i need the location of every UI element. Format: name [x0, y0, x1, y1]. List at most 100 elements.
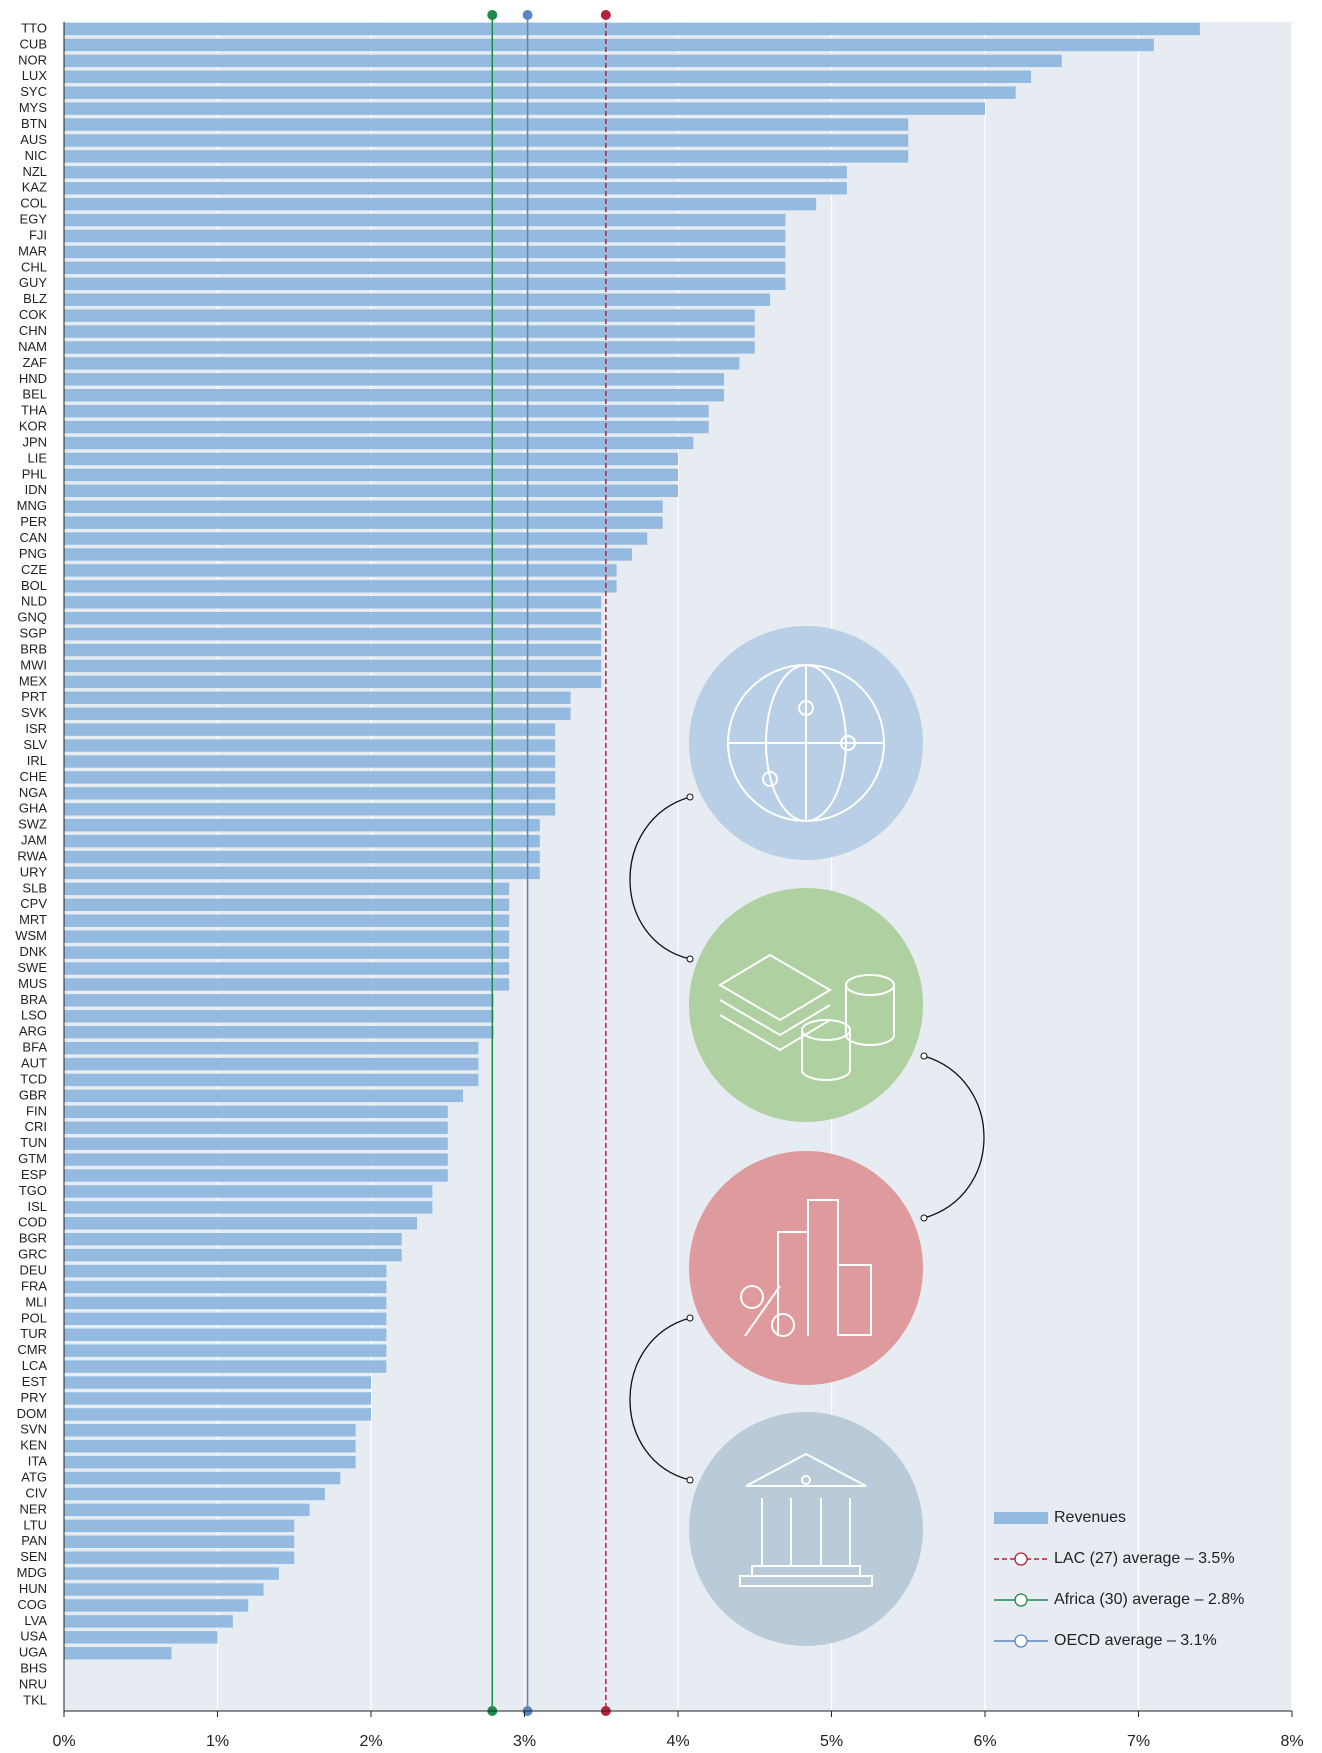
bar — [64, 1105, 448, 1119]
bar — [64, 261, 786, 275]
bar — [64, 627, 602, 641]
y-tick-label: LVA — [24, 1613, 47, 1628]
y-tick-label: THA — [21, 403, 47, 418]
y-tick-label: URY — [20, 864, 48, 879]
bar — [64, 1312, 387, 1326]
bar — [64, 818, 540, 832]
bar — [64, 1344, 387, 1357]
y-tick-label: GTM — [18, 1151, 47, 1166]
legend-label: Africa (30) average – 2.8% — [1054, 1591, 1244, 1608]
y-tick-label: ATG — [21, 1470, 47, 1485]
x-tick-label: 6% — [973, 1733, 996, 1750]
y-tick-label: JPN — [22, 434, 47, 449]
y-tick-label: BOL — [21, 578, 47, 593]
y-tick-label: MDG — [17, 1565, 47, 1580]
bar — [64, 357, 740, 370]
bar — [64, 803, 556, 816]
y-tick-label: GBR — [19, 1087, 47, 1102]
y-tick-label: SLV — [23, 737, 47, 752]
bar — [64, 166, 847, 179]
y-tick-label: POL — [21, 1310, 47, 1325]
bar — [64, 1631, 218, 1644]
bar — [64, 1280, 387, 1294]
y-tick-label: CUB — [20, 36, 47, 51]
bar — [64, 1455, 356, 1469]
bar — [64, 707, 571, 720]
y-tick-label: USA — [20, 1629, 47, 1644]
reference-marker — [487, 10, 498, 20]
y-tick-label: UGA — [19, 1645, 48, 1660]
y-tick-label: AUS — [20, 132, 47, 147]
bar — [64, 70, 1032, 83]
bar — [64, 850, 540, 864]
y-tick-label: NOR — [18, 52, 47, 67]
y-tick-label: NAM — [18, 339, 47, 354]
y-tick-label: DOM — [17, 1406, 47, 1421]
bar — [64, 930, 510, 943]
bar — [64, 1551, 295, 1564]
bar — [64, 150, 909, 163]
y-tick-label: HUN — [19, 1581, 47, 1596]
y-tick-label: CHN — [19, 323, 47, 338]
y-tick-label: DNK — [20, 944, 48, 959]
bar — [64, 1567, 279, 1580]
y-tick-label: MLI — [25, 1294, 47, 1309]
y-tick-label: SVK — [21, 705, 47, 720]
y-tick-label: NIC — [25, 148, 47, 163]
y-tick-label: HND — [19, 371, 47, 386]
bar — [64, 643, 602, 657]
bar — [64, 1089, 464, 1103]
bar — [64, 611, 602, 625]
bar — [64, 978, 510, 991]
bar — [64, 1615, 233, 1628]
x-tick-label: 8% — [1280, 1733, 1303, 1750]
y-tick-label: ISR — [25, 721, 47, 736]
bar — [64, 564, 617, 577]
bar — [64, 452, 678, 466]
y-tick-label: GHA — [19, 801, 48, 816]
bar — [64, 787, 556, 800]
bar — [64, 1647, 172, 1660]
y-tick-label: KOR — [19, 419, 47, 434]
y-tick-label: JAM — [21, 833, 47, 848]
y-tick-label: IRL — [27, 753, 47, 768]
bar — [64, 1519, 295, 1533]
y-tick-label: FJI — [29, 227, 47, 242]
y-tick-label: ITA — [28, 1454, 48, 1469]
y-tick-label: MEX — [19, 673, 48, 688]
bar — [64, 675, 602, 689]
y-tick-label: TUN — [20, 1135, 47, 1150]
bar — [64, 341, 755, 354]
bar — [64, 1248, 402, 1262]
bar — [64, 882, 510, 896]
y-tick-label: ZAF — [22, 355, 47, 370]
y-tick-label: TTO — [21, 20, 47, 35]
bar — [64, 420, 709, 434]
y-tick-label: NRU — [19, 1677, 47, 1692]
y-tick-label: IDN — [25, 482, 47, 497]
bar — [64, 182, 847, 195]
bar — [64, 739, 556, 752]
y-tick-label: ESP — [21, 1167, 47, 1182]
bar — [64, 436, 694, 450]
y-tick-label: MNG — [17, 498, 47, 513]
y-tick-label: PHL — [22, 466, 47, 481]
y-tick-label: KAZ — [22, 180, 47, 195]
bar — [64, 691, 571, 705]
y-tick-label: NER — [20, 1501, 47, 1516]
y-tick-label: BHS — [20, 1661, 47, 1676]
x-tick-label: 4% — [666, 1733, 689, 1750]
y-tick-label: RWA — [17, 848, 47, 863]
y-tick-label: GRC — [18, 1247, 47, 1262]
bar — [64, 962, 510, 975]
y-tick-label: NLD — [21, 594, 47, 609]
y-tick-label: CRI — [25, 1119, 47, 1134]
y-tick-label: PRY — [21, 1390, 48, 1405]
y-tick-label: SWE — [17, 960, 47, 975]
bar — [64, 229, 786, 243]
bar — [64, 484, 678, 498]
x-tick-label: 3% — [513, 1733, 536, 1750]
bar — [64, 1471, 341, 1485]
y-tick-label: MYS — [19, 100, 48, 115]
